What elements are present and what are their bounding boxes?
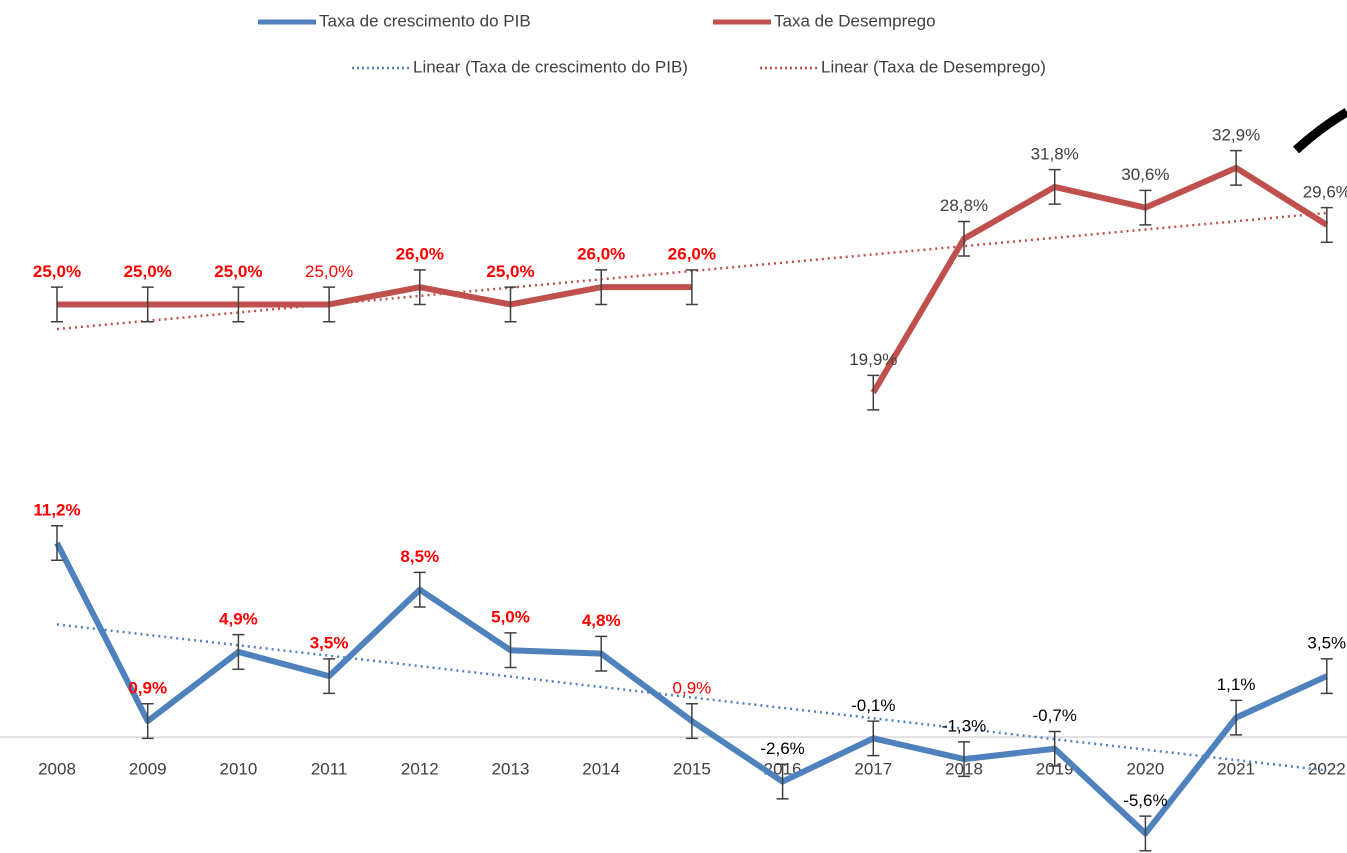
x-tick-label: 2015: [673, 759, 711, 778]
error-bar: [1048, 168, 1061, 205]
error-bar: [504, 632, 517, 669]
data-label: -0,7%: [1032, 706, 1076, 725]
data-label: 11,2%: [33, 500, 80, 519]
data-label: 28,8%: [940, 196, 988, 215]
data-label: 25,0%: [486, 262, 534, 281]
error-bar: [323, 658, 336, 695]
x-tick-label: 2012: [401, 759, 439, 778]
x-tick-label: 2014: [582, 759, 620, 778]
data-label: 25,0%: [305, 262, 353, 281]
legend-label: Linear (Taxa de crescimento do PIB): [413, 57, 688, 76]
x-tick-label: 2021: [1217, 759, 1255, 778]
x-tick-label: 2020: [1126, 759, 1164, 778]
error-bar: [958, 220, 970, 257]
data-label: -0,1%: [851, 696, 895, 715]
x-tick-label: 2019: [1036, 759, 1074, 778]
data-label: 31,8%: [1031, 144, 1079, 163]
error-bar: [776, 763, 789, 800]
error-bar: [958, 741, 970, 778]
legend-label: Taxa de Desemprego: [774, 11, 936, 30]
data-label: 19,9%: [849, 350, 897, 369]
data-label: 29,6%: [1303, 182, 1347, 201]
x-tick-label: 2010: [219, 759, 257, 778]
error-bar: [323, 286, 336, 323]
data-label: 25,0%: [214, 262, 262, 281]
x-tick-label: 2008: [38, 759, 76, 778]
error-bar: [232, 286, 245, 323]
data-label: 0,9%: [128, 679, 167, 698]
error-bar: [1230, 149, 1243, 186]
x-tick-label: 2017: [854, 759, 892, 778]
error-bar: [595, 269, 608, 306]
error-bar: [413, 269, 426, 306]
x-tick-label: 2011: [311, 759, 348, 778]
error-bar: [685, 703, 698, 740]
error-bar: [867, 374, 880, 411]
data-label: 25,0%: [124, 262, 172, 281]
error-bar: [232, 633, 245, 670]
legend-label: Taxa de crescimento do PIB: [319, 11, 531, 30]
error-bar: [1048, 730, 1061, 767]
data-label: 4,8%: [582, 611, 621, 630]
error-bar: [413, 571, 426, 608]
data-label: 26,0%: [396, 245, 444, 264]
error-bar: [1230, 699, 1243, 736]
data-label: -5,6%: [1123, 791, 1167, 810]
data-label: 4,9%: [219, 609, 258, 628]
data-label: -2,6%: [760, 739, 804, 758]
error-bar: [595, 635, 608, 672]
data-label: 1,1%: [1217, 675, 1256, 694]
data-label: 26,0%: [668, 245, 716, 264]
legend-label: Linear (Taxa de Desemprego): [821, 57, 1046, 76]
x-tick-label: 2022: [1308, 759, 1346, 778]
data-label: 30,6%: [1121, 165, 1169, 184]
data-label: 26,0%: [577, 245, 625, 264]
error-bar: [504, 286, 517, 323]
data-label: 3,5%: [1307, 634, 1346, 653]
error-bar: [685, 269, 698, 306]
x-tick-label: 2013: [492, 759, 530, 778]
data-label: 32,9%: [1212, 125, 1260, 144]
error-bar: [1139, 189, 1152, 226]
error-bar: [51, 524, 63, 562]
error-bar: [1139, 815, 1152, 852]
error-bar: [141, 286, 154, 323]
error-bar: [51, 286, 63, 323]
data-label: 25,0%: [33, 262, 81, 281]
error-bar: [141, 703, 154, 740]
x-tick-label: 2009: [129, 759, 167, 778]
error-bar: [867, 720, 880, 757]
error-bar: [1320, 206, 1333, 243]
error-bar: [1320, 658, 1333, 695]
data-label: 3,5%: [310, 634, 349, 653]
data-label: -1,3%: [942, 717, 986, 736]
data-label: 0,9%: [673, 679, 712, 698]
series-line: [57, 164, 1329, 395]
data-label: 5,0%: [491, 608, 530, 627]
decoration-arc: [1292, 108, 1347, 154]
data-label: 8,5%: [400, 547, 439, 566]
